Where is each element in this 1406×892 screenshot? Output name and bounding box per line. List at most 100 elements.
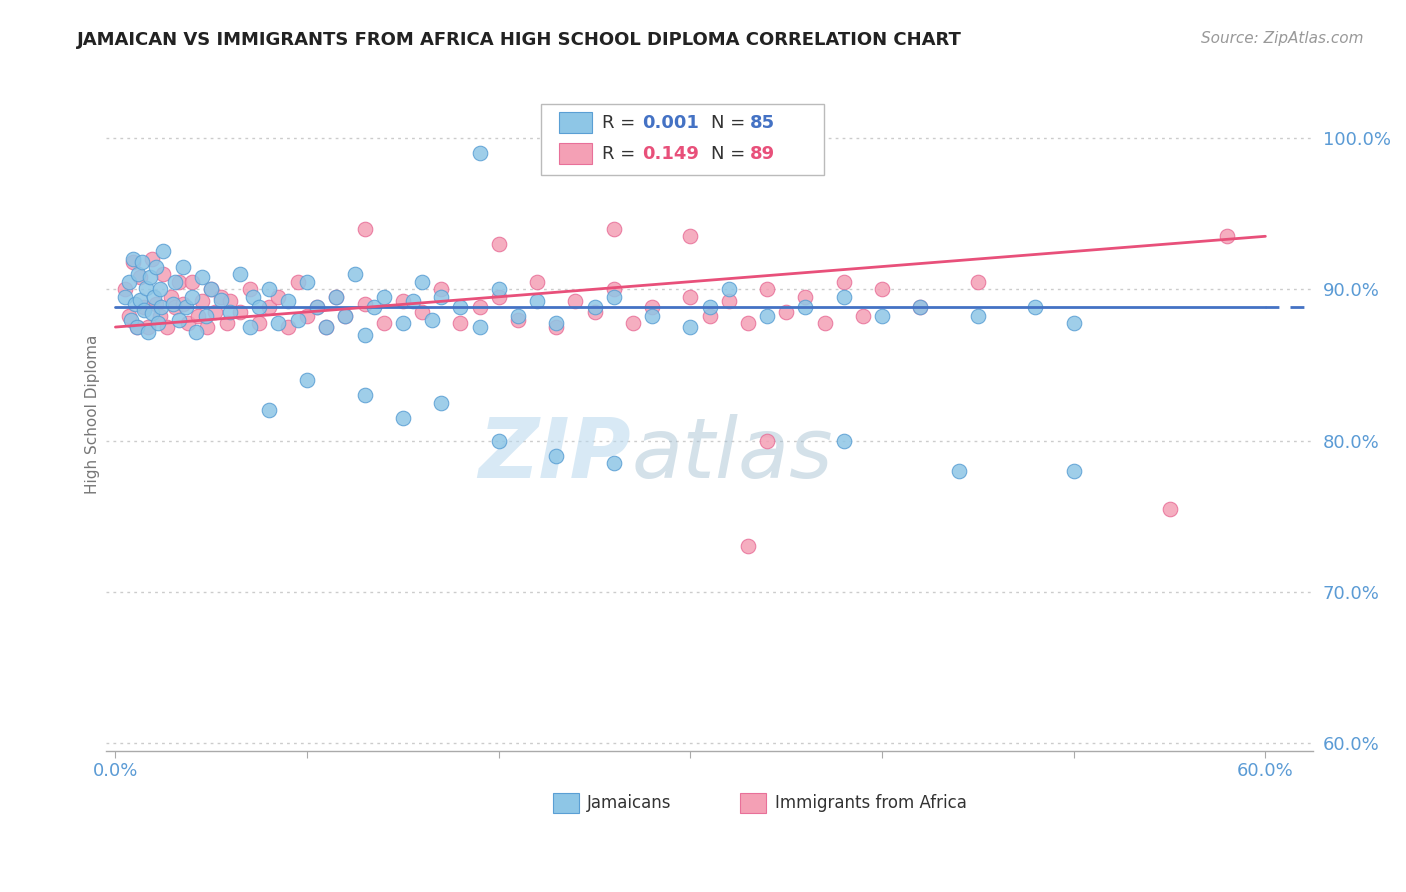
Point <box>870 282 893 296</box>
Text: R =: R = <box>602 113 641 131</box>
Point <box>335 310 357 324</box>
Point <box>411 305 433 319</box>
Point <box>305 301 328 315</box>
Point <box>363 301 385 315</box>
Point <box>775 305 797 319</box>
Point <box>679 229 702 244</box>
Text: N =: N = <box>711 113 751 131</box>
Point <box>373 290 395 304</box>
Point <box>148 310 170 324</box>
Text: 89: 89 <box>749 145 775 162</box>
Point <box>219 305 242 319</box>
Point <box>129 270 152 285</box>
Bar <box>558 144 592 163</box>
Point <box>488 236 510 251</box>
Point <box>373 316 395 330</box>
Point <box>305 301 328 315</box>
Point <box>1024 301 1046 315</box>
Point <box>239 320 262 334</box>
Point <box>177 316 200 330</box>
Point <box>125 320 148 334</box>
Point <box>315 320 337 334</box>
Point <box>411 275 433 289</box>
Text: R =: R = <box>602 145 641 162</box>
Point <box>832 434 855 448</box>
Point <box>583 305 606 319</box>
Text: Jamaicans: Jamaicans <box>586 794 671 812</box>
Text: 85: 85 <box>749 113 775 131</box>
Point <box>756 282 779 296</box>
Point <box>152 267 174 281</box>
Text: Immigrants from Africa: Immigrants from Africa <box>775 794 967 812</box>
Point <box>468 146 491 161</box>
Point <box>699 301 721 315</box>
Point <box>420 312 443 326</box>
Point <box>162 297 184 311</box>
Text: 0.001: 0.001 <box>643 113 699 131</box>
Point <box>794 301 817 315</box>
Point <box>295 373 318 387</box>
Point <box>392 316 415 330</box>
Point <box>430 282 453 296</box>
Bar <box>558 112 592 133</box>
Text: atlas: atlas <box>631 414 832 495</box>
Point <box>852 310 875 324</box>
Point <box>967 275 990 289</box>
Point <box>325 290 347 304</box>
Point <box>136 320 159 334</box>
Point <box>229 305 252 319</box>
Point <box>187 310 209 324</box>
Point <box>215 316 238 330</box>
Bar <box>740 793 766 814</box>
Point <box>190 270 212 285</box>
Point <box>910 301 932 315</box>
Point <box>603 456 626 470</box>
Text: ZIP: ZIP <box>478 414 631 495</box>
Point <box>295 275 318 289</box>
Point <box>449 316 471 330</box>
Point <box>134 301 156 315</box>
Point <box>121 252 143 266</box>
Point <box>546 320 568 334</box>
Point <box>145 297 167 311</box>
Point <box>142 290 165 304</box>
Point <box>267 316 290 330</box>
Point <box>257 301 280 315</box>
Point <box>832 290 855 304</box>
Point <box>163 301 186 315</box>
Point <box>247 316 270 330</box>
Point <box>167 312 190 326</box>
Point <box>621 316 644 330</box>
Point <box>141 306 163 320</box>
Point <box>136 325 159 339</box>
Point <box>124 297 146 311</box>
Point <box>488 290 510 304</box>
Point <box>353 388 375 402</box>
Point <box>1216 229 1239 244</box>
Point <box>152 244 174 259</box>
Point <box>257 282 280 296</box>
Point <box>172 260 194 274</box>
Point <box>392 294 415 309</box>
Point <box>468 301 491 315</box>
Point <box>277 294 299 309</box>
Point <box>832 275 855 289</box>
Point <box>176 301 198 315</box>
Point <box>526 275 548 289</box>
Point <box>794 290 817 304</box>
Point <box>204 305 226 319</box>
Point <box>488 282 510 296</box>
Point <box>717 294 740 309</box>
Point <box>564 294 586 309</box>
Point <box>401 294 423 309</box>
Text: Source: ZipAtlas.com: Source: ZipAtlas.com <box>1201 31 1364 46</box>
FancyBboxPatch shape <box>540 104 824 175</box>
Point <box>181 275 204 289</box>
Point <box>229 267 252 281</box>
Point <box>430 395 453 409</box>
Point <box>546 316 568 330</box>
Point <box>209 293 232 307</box>
Point <box>139 270 162 285</box>
Point <box>209 290 232 304</box>
Point <box>737 316 759 330</box>
